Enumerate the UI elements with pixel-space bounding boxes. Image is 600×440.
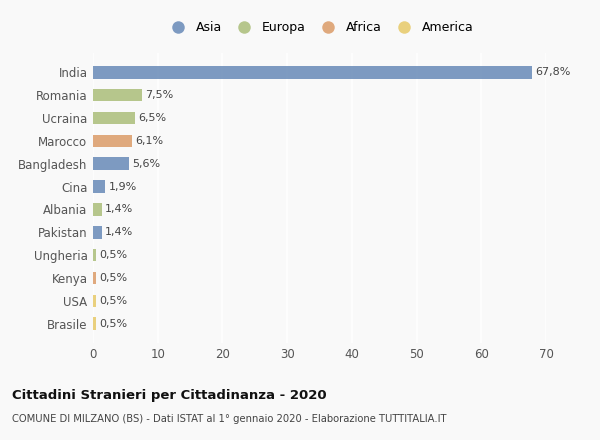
- Text: 0,5%: 0,5%: [100, 273, 128, 283]
- Bar: [93, 112, 135, 124]
- Bar: [93, 180, 105, 193]
- Bar: [93, 66, 532, 79]
- Text: COMUNE DI MILZANO (BS) - Dati ISTAT al 1° gennaio 2020 - Elaborazione TUTTITALIA: COMUNE DI MILZANO (BS) - Dati ISTAT al 1…: [12, 414, 446, 425]
- Text: 0,5%: 0,5%: [100, 250, 128, 260]
- Text: 1,9%: 1,9%: [109, 182, 137, 191]
- Legend: Asia, Europa, Africa, America: Asia, Europa, Africa, America: [163, 18, 476, 37]
- Text: 5,6%: 5,6%: [133, 159, 161, 169]
- Bar: [93, 226, 102, 238]
- Bar: [93, 89, 142, 102]
- Text: 67,8%: 67,8%: [535, 67, 571, 77]
- Text: 1,4%: 1,4%: [105, 205, 134, 214]
- Bar: [93, 158, 129, 170]
- Text: 7,5%: 7,5%: [145, 90, 173, 100]
- Text: 0,5%: 0,5%: [100, 296, 128, 306]
- Text: Cittadini Stranieri per Cittadinanza - 2020: Cittadini Stranieri per Cittadinanza - 2…: [12, 389, 326, 403]
- Bar: [93, 294, 96, 307]
- Text: 6,5%: 6,5%: [139, 113, 166, 123]
- Bar: [93, 249, 96, 261]
- Bar: [93, 272, 96, 284]
- Bar: [93, 203, 102, 216]
- Text: 6,1%: 6,1%: [136, 136, 164, 146]
- Bar: [93, 317, 96, 330]
- Bar: [93, 135, 133, 147]
- Text: 1,4%: 1,4%: [105, 227, 134, 237]
- Text: 0,5%: 0,5%: [100, 319, 128, 329]
